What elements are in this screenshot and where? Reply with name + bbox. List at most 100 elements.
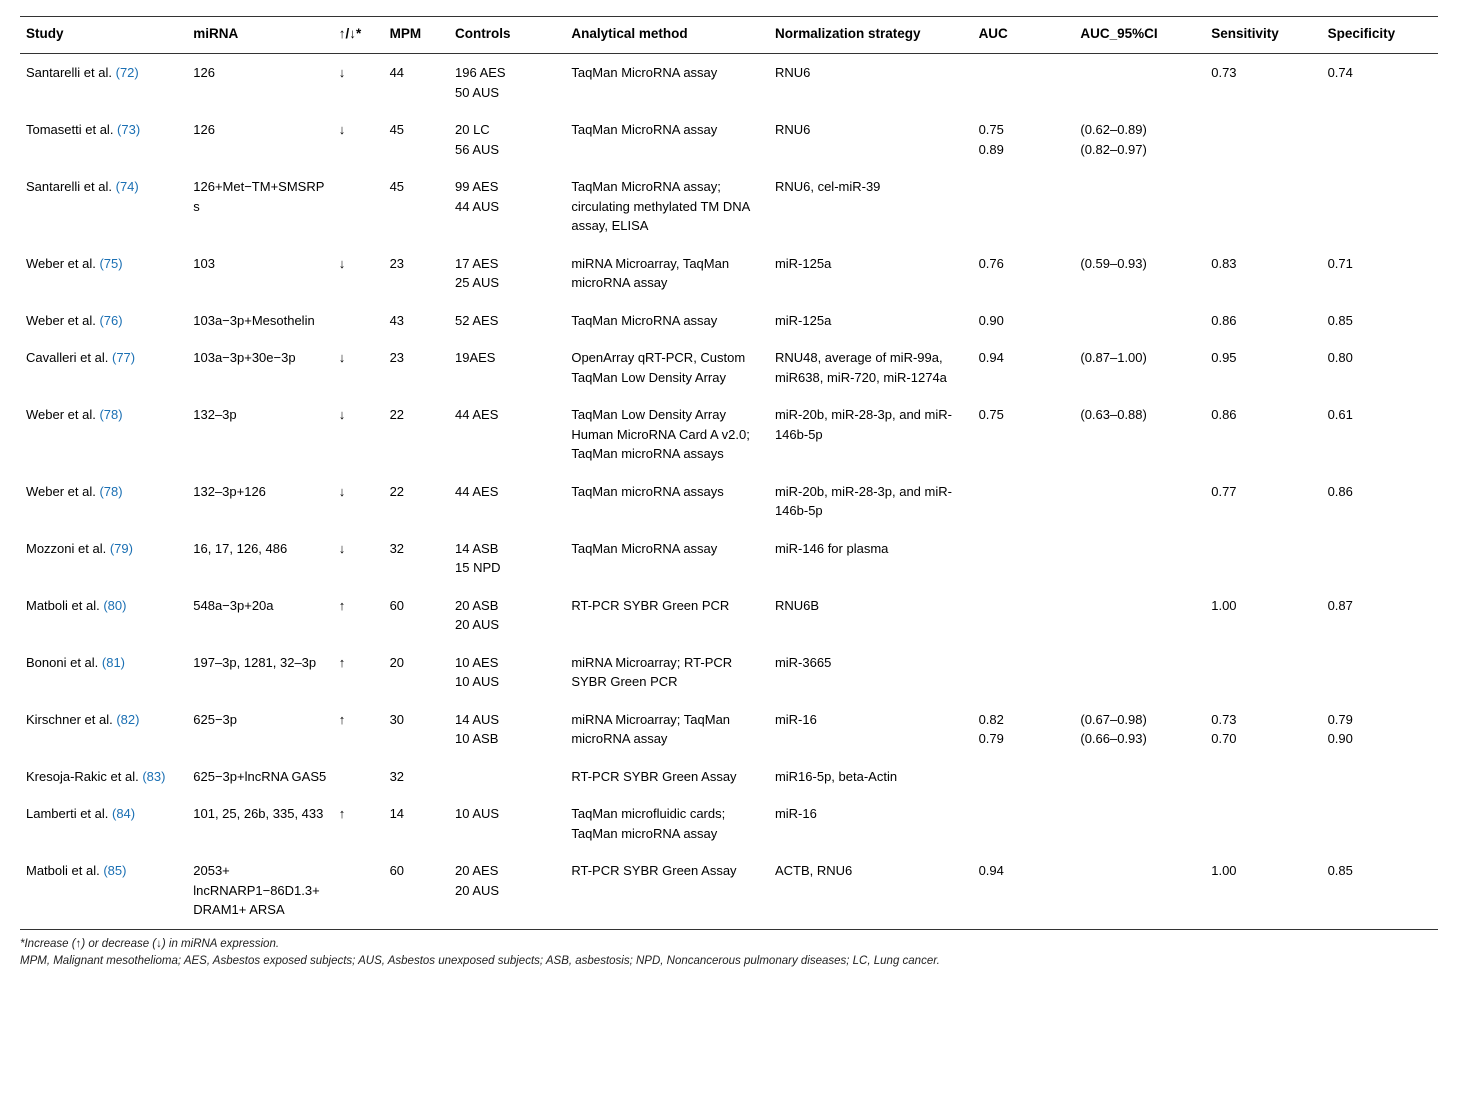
col-mpm: MPM [384, 17, 449, 54]
citation-ref: (83) [142, 769, 165, 784]
cell-direction [333, 302, 384, 340]
cell-method: RT-PCR SYBR Green Assay [565, 852, 769, 929]
cell-mpm: 43 [384, 302, 449, 340]
cell-auc: 0.750.89 [973, 111, 1075, 168]
citation-ref: (72) [116, 65, 139, 80]
citation-ref: (85) [103, 863, 126, 878]
cell-direction: ↑ [333, 795, 384, 852]
cell-study: Matboli et al. (85) [20, 852, 187, 929]
cell-specificity: 0.86 [1322, 473, 1438, 530]
cell-sensitivity: 0.86 [1205, 396, 1321, 473]
cell-auc-ci [1074, 644, 1205, 701]
cell-normalization: RNU6 [769, 111, 973, 168]
cell-normalization: RNU6, cel-miR-39 [769, 168, 973, 245]
cell-study: Tomasetti et al. (73) [20, 111, 187, 168]
table-row: Weber et al. (78)132–3p+126↓2244 AESTaqM… [20, 473, 1438, 530]
cell-normalization: miR-146 for plasma [769, 530, 973, 587]
cell-auc: 0.76 [973, 245, 1075, 302]
cell-normalization: RNU48, average of miR-99a, miR638, miR-7… [769, 339, 973, 396]
footnote-abbrev: MPM, Malignant mesothelioma; AES, Asbest… [20, 953, 1438, 970]
citation-ref: (80) [103, 598, 126, 613]
cell-study: Kirschner et al. (82) [20, 701, 187, 758]
table-body: Santarelli et al. (72)126↓44196 AES50 AU… [20, 54, 1438, 930]
footnote-direction: *Increase (↑) or decrease (↓) in miRNA e… [20, 936, 1438, 953]
cell-mpm: 14 [384, 795, 449, 852]
cell-auc [973, 168, 1075, 245]
cell-mpm: 23 [384, 245, 449, 302]
cell-mpm: 45 [384, 168, 449, 245]
cell-auc: 0.94 [973, 852, 1075, 929]
cell-method: TaqMan MicroRNA assay [565, 111, 769, 168]
cell-direction: ↓ [333, 245, 384, 302]
cell-sensitivity: 0.86 [1205, 302, 1321, 340]
cell-mpm: 44 [384, 54, 449, 112]
cell-sensitivity: 0.730.70 [1205, 701, 1321, 758]
cell-controls: 20 AES20 AUS [449, 852, 565, 929]
cell-study: Cavalleri et al. (77) [20, 339, 187, 396]
citation-ref: (79) [110, 541, 133, 556]
cell-specificity [1322, 795, 1438, 852]
citation-ref: (76) [99, 313, 122, 328]
table-row: Lamberti et al. (84)101, 25, 26b, 335, 4… [20, 795, 1438, 852]
table-row: Bononi et al. (81)197–3p, 1281, 32–3p↑20… [20, 644, 1438, 701]
cell-study: Bononi et al. (81) [20, 644, 187, 701]
cell-sensitivity [1205, 111, 1321, 168]
cell-sensitivity [1205, 530, 1321, 587]
cell-auc-ci [1074, 530, 1205, 587]
table-row: Matboli et al. (80)548a−3p+20a↑6020 ASB2… [20, 587, 1438, 644]
cell-mirna: 126 [187, 54, 332, 112]
cell-study: Santarelli et al. (72) [20, 54, 187, 112]
cell-auc-ci [1074, 852, 1205, 929]
cell-mirna: 101, 25, 26b, 335, 433 [187, 795, 332, 852]
cell-mirna: 132–3p+126 [187, 473, 332, 530]
cell-auc-ci [1074, 168, 1205, 245]
cell-mirna: 625−3p [187, 701, 332, 758]
cell-mpm: 32 [384, 758, 449, 796]
cell-normalization: RNU6 [769, 54, 973, 112]
cell-auc-ci [1074, 795, 1205, 852]
table-row: Weber et al. (76)103a−3p+Mesothelin4352 … [20, 302, 1438, 340]
cell-specificity [1322, 111, 1438, 168]
cell-mirna: 103a−3p+Mesothelin [187, 302, 332, 340]
col-auc: AUC [973, 17, 1075, 54]
table-row: Santarelli et al. (72)126↓44196 AES50 AU… [20, 54, 1438, 112]
col-controls: Controls [449, 17, 565, 54]
table-row: Weber et al. (75)103↓2317 AES25 AUSmiRNA… [20, 245, 1438, 302]
cell-mpm: 60 [384, 587, 449, 644]
cell-sensitivity [1205, 758, 1321, 796]
cell-specificity [1322, 168, 1438, 245]
cell-sensitivity [1205, 168, 1321, 245]
cell-controls: 196 AES50 AUS [449, 54, 565, 112]
cell-study: Weber et al. (78) [20, 396, 187, 473]
cell-auc: 0.94 [973, 339, 1075, 396]
cell-study: Mozzoni et al. (79) [20, 530, 187, 587]
cell-method: TaqMan Low Density Array Human MicroRNA … [565, 396, 769, 473]
cell-method: TaqMan MicroRNA assay [565, 302, 769, 340]
cell-mirna: 103a−3p+30e−3p [187, 339, 332, 396]
citation-ref: (82) [116, 712, 139, 727]
cell-controls: 20 LC56 AUS [449, 111, 565, 168]
cell-controls: 20 ASB20 AUS [449, 587, 565, 644]
cell-specificity: 0.61 [1322, 396, 1438, 473]
cell-sensitivity: 1.00 [1205, 852, 1321, 929]
cell-controls: 99 AES44 AUS [449, 168, 565, 245]
cell-normalization: RNU6B [769, 587, 973, 644]
cell-direction: ↑ [333, 644, 384, 701]
cell-specificity: 0.85 [1322, 302, 1438, 340]
cell-sensitivity [1205, 644, 1321, 701]
cell-sensitivity [1205, 795, 1321, 852]
cell-controls: 19AES [449, 339, 565, 396]
cell-mpm: 22 [384, 396, 449, 473]
cell-method: TaqMan MicroRNA assay [565, 54, 769, 112]
cell-mpm: 45 [384, 111, 449, 168]
cell-auc [973, 530, 1075, 587]
cell-sensitivity: 1.00 [1205, 587, 1321, 644]
cell-method: TaqMan microRNA assays [565, 473, 769, 530]
cell-specificity: 0.85 [1322, 852, 1438, 929]
cell-controls: 10 AUS [449, 795, 565, 852]
cell-direction: ↓ [333, 111, 384, 168]
cell-auc-ci: (0.62–0.89)(0.82–0.97) [1074, 111, 1205, 168]
table-row: Mozzoni et al. (79)16, 17, 126, 486↓3214… [20, 530, 1438, 587]
table-footnotes: *Increase (↑) or decrease (↓) in miRNA e… [20, 936, 1438, 971]
cell-specificity: 0.80 [1322, 339, 1438, 396]
